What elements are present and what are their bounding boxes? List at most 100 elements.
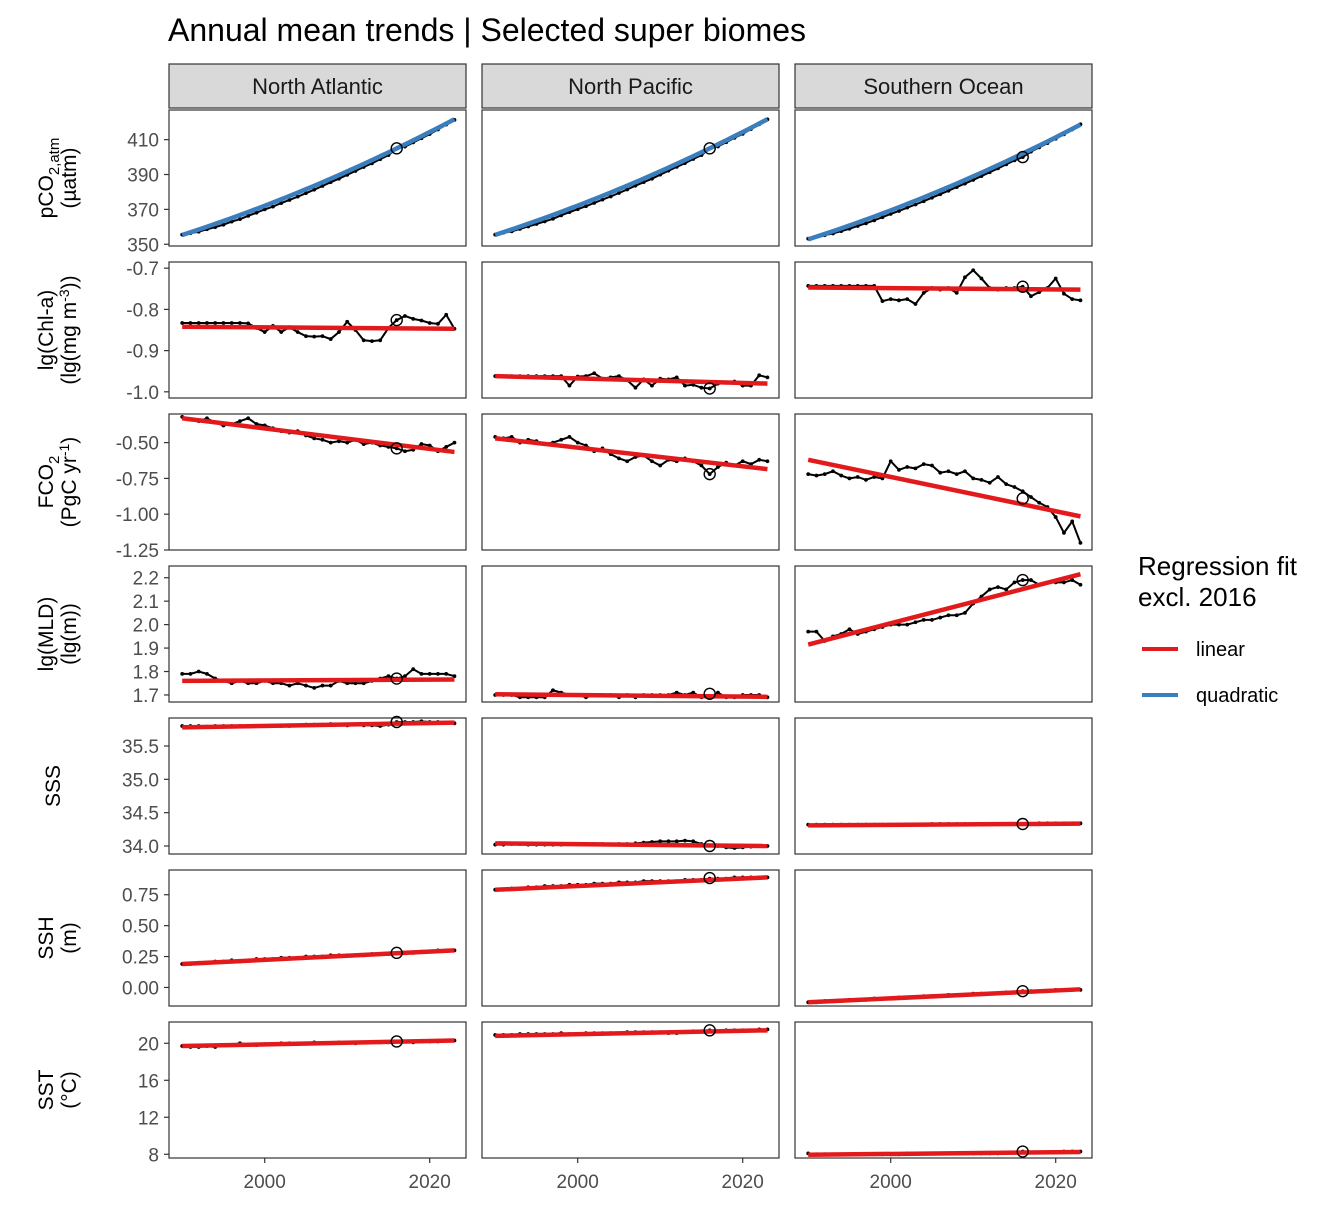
- panel-row4-north-atlantic: [168, 565, 467, 703]
- data-point: [979, 477, 984, 482]
- data-point: [312, 436, 317, 441]
- data-point: [361, 681, 366, 686]
- x-tick-label: 2000: [244, 1172, 286, 1193]
- panel-border: [481, 413, 780, 551]
- row-label-2-line-1: lg(Chl-a): [35, 290, 58, 371]
- data-point: [551, 688, 555, 693]
- data-point: [946, 469, 951, 474]
- data-point: [328, 337, 333, 341]
- data-point: [419, 442, 424, 446]
- data-point: [1037, 500, 1042, 505]
- row-label-6-line-2: (m): [58, 922, 81, 953]
- data-point: [188, 321, 193, 325]
- y-tick-label: -1.00: [116, 505, 159, 526]
- panel-border: [168, 869, 467, 1007]
- strip-north-pacific: [481, 63, 780, 109]
- row-label-5-line-1: SSS: [42, 765, 65, 807]
- linear-fit-line: [182, 677, 455, 684]
- data-point: [584, 204, 588, 209]
- panel-row1-southern-ocean: [794, 109, 1093, 247]
- panel-row7-north-pacific: [481, 1021, 780, 1159]
- strip-southern-ocean: [794, 63, 1093, 109]
- data-point: [229, 321, 234, 325]
- data-point: [1078, 540, 1083, 545]
- data-point: [403, 674, 407, 679]
- linear-fit-line: [495, 875, 768, 893]
- panel-row2-southern-ocean: [794, 261, 1093, 399]
- y-tick-label: 0.75: [122, 886, 159, 907]
- data-point: [1012, 580, 1017, 585]
- panel-row2-north-atlantic: [168, 261, 467, 399]
- data-point: [328, 683, 333, 688]
- data-point: [1004, 587, 1009, 592]
- data-point: [559, 437, 564, 442]
- data-point: [880, 299, 885, 304]
- data-point: [765, 459, 770, 464]
- facet-panels: 350 370 390 410 -1.0 -0.9 -0.8 -0.7 -1.25 -1.00 -0…: [116, 109, 1093, 1166]
- quadratic-fit-line: [494, 117, 769, 237]
- legend-label-quadratic: quadratic: [1196, 685, 1278, 707]
- highlight-point-2016: [390, 142, 403, 155]
- panel-row6-southern-ocean: [794, 869, 1093, 1007]
- y-tick-label: -0.8: [126, 300, 159, 321]
- y-tick-label: 1.9: [133, 639, 159, 660]
- data-point: [262, 330, 267, 334]
- y-axis-row6: 0.00 0.25 0.50 0.75: [122, 886, 169, 999]
- data-point: [279, 330, 284, 334]
- data-point: [1070, 578, 1075, 582]
- data-point: [691, 839, 696, 844]
- data-point: [436, 671, 440, 676]
- data-point: [822, 472, 827, 477]
- strip-label-north-atlantic: North Atlantic: [252, 74, 383, 99]
- chart-title: Annual mean trends | Selected super biom…: [168, 12, 806, 48]
- data-point: [287, 683, 292, 688]
- data-point: [320, 334, 325, 339]
- linear-fit-line: [495, 1028, 768, 1039]
- x-tick-label: 2000: [870, 1172, 912, 1193]
- data-point: [205, 321, 209, 325]
- data-point: [304, 334, 308, 339]
- row-label-6-line-1: SSH: [35, 916, 58, 959]
- data-point: [394, 446, 399, 451]
- linear-fit-line: [808, 1149, 1081, 1158]
- linear-fit-line: [182, 948, 455, 967]
- data-point: [345, 319, 350, 324]
- data-point: [188, 671, 193, 676]
- data-point: [295, 330, 300, 334]
- data-point: [971, 476, 976, 481]
- data-point: [806, 629, 811, 634]
- linear-fit-line: [182, 1038, 455, 1049]
- linear-fit-line: [495, 841, 768, 849]
- y-tick-label: 2.0: [133, 616, 159, 637]
- panel-row1-north-pacific: [481, 109, 780, 247]
- data-point: [888, 459, 893, 464]
- data-point: [674, 375, 679, 380]
- data-point: [979, 276, 984, 281]
- y-tick-label: 34.5: [122, 804, 159, 825]
- panel-row4-north-pacific: [481, 565, 780, 703]
- y-tick-label: -0.75: [116, 469, 159, 490]
- panel-row6-north-atlantic: [168, 869, 467, 1007]
- data-point: [864, 221, 868, 226]
- panel-row3-southern-ocean: [794, 413, 1093, 551]
- data-point: [1029, 495, 1033, 499]
- data-point: [683, 383, 687, 388]
- data-point: [954, 291, 959, 295]
- panel-border: [794, 869, 1093, 1007]
- y-tick-label: -1.25: [116, 541, 159, 562]
- y-tick-label: -1.0: [126, 383, 159, 404]
- data-point: [403, 314, 407, 318]
- data-point: [847, 476, 852, 481]
- panel-row7-north-atlantic: [168, 1021, 467, 1159]
- row-axis-labels: pCO2,atm(µatm)lg(Chl-a) (lg(mg m-3))FCO2(…: [35, 138, 81, 1111]
- data-point: [650, 383, 654, 388]
- data-point: [888, 297, 893, 301]
- panel-border: [481, 565, 780, 703]
- data-point: [452, 674, 457, 679]
- panel-row2-north-pacific: [481, 261, 780, 399]
- data-point: [847, 627, 852, 632]
- data-point: [691, 382, 696, 387]
- x-tick-label: 2020: [722, 1172, 764, 1193]
- data-point: [905, 297, 910, 301]
- y-tick-label: 16: [138, 1071, 159, 1092]
